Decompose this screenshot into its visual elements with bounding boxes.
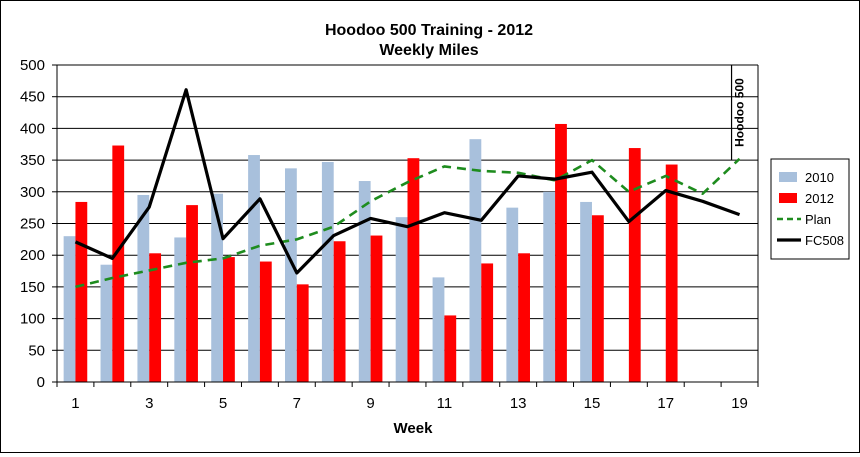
- x-tick-label: 13: [510, 395, 527, 412]
- legend-label-2010: 2010: [805, 170, 834, 185]
- bar-2010-week-14: [543, 191, 556, 382]
- bar-2010-week-2: [100, 264, 113, 382]
- x-tick-label: 9: [366, 395, 374, 412]
- bar-2010-week-5: [211, 193, 224, 382]
- bar-2012-week-11: [444, 315, 457, 382]
- bar-2010-week-13: [506, 207, 519, 382]
- bar-2010-week-9: [358, 181, 371, 382]
- bar-2010-week-6: [248, 155, 260, 382]
- y-tick-label: 200: [20, 247, 45, 264]
- bar-2010-week-11: [432, 277, 445, 382]
- y-tick-label: 100: [20, 311, 45, 328]
- bar-2012-week-7: [296, 284, 309, 382]
- bar-2012-week-4: [186, 205, 198, 382]
- bar-2010-week-3: [137, 194, 150, 382]
- bars: [63, 123, 678, 382]
- y-tick-label: 250: [20, 216, 45, 233]
- x-tick-label: 19: [731, 395, 748, 412]
- y-tick-label: 150: [20, 279, 45, 296]
- bar-2012-week-1: [75, 201, 88, 382]
- bar-2012-week-9: [370, 235, 383, 382]
- annotation-label: Hoodoo 500: [733, 78, 747, 147]
- bar-2012-week-2: [112, 145, 125, 382]
- chart-subtitle: Weekly Miles: [379, 42, 478, 59]
- bar-2012-week-3: [149, 253, 162, 382]
- x-tick-label: 15: [584, 395, 601, 412]
- bar-2012-week-5: [223, 257, 235, 382]
- legend-label-2012: 2012: [805, 191, 834, 206]
- line-series-Plan: [75, 157, 741, 289]
- bar-2012-week-15: [591, 215, 604, 382]
- chart-title: Hoodoo 500 Training - 2012: [325, 22, 533, 39]
- legend-swatch-2012: [779, 193, 797, 203]
- bar-2010-week-10: [395, 217, 408, 382]
- x-axis-title: Week: [394, 420, 434, 437]
- y-tick-label: 500: [20, 57, 45, 74]
- bar-2012-week-10: [407, 158, 420, 382]
- bar-2012-week-6: [259, 261, 272, 382]
- annotation: Hoodoo 500: [730, 65, 747, 161]
- x-tick-label: 1: [71, 395, 79, 412]
- x-tick-label: 17: [657, 395, 674, 412]
- y-tick-label: 450: [20, 89, 45, 106]
- legend-label-Plan: Plan: [805, 212, 831, 227]
- bar-2010-week-7: [285, 168, 297, 382]
- line-series-FC508: [74, 88, 741, 275]
- x-tick-label: 7: [293, 395, 301, 412]
- legend-swatch-2010: [779, 172, 797, 182]
- y-tick-label: 300: [20, 184, 45, 201]
- legend-label-FC508: FC508: [805, 233, 844, 248]
- x-tick-label: 3: [145, 395, 153, 412]
- y-tick-label: 0: [37, 374, 45, 391]
- bar-2010-week-15: [580, 201, 592, 382]
- legend[interactable]: 2010 2012 Plan FC508: [770, 158, 850, 260]
- bar-2010-week-1: [63, 236, 76, 382]
- lines: [74, 88, 741, 289]
- bar-2010-week-8: [321, 162, 334, 382]
- bar-2012-week-13: [518, 253, 530, 382]
- y-tick-label: 400: [20, 120, 45, 137]
- y-tick-label: 50: [28, 342, 45, 359]
- x-tick-label: 11: [437, 395, 453, 412]
- bar-2010-week-12: [469, 139, 482, 382]
- bar-2010-week-4: [174, 237, 187, 382]
- bar-2012-week-12: [481, 263, 494, 382]
- bar-2012-week-14: [555, 123, 567, 382]
- bar-2012-week-8: [333, 241, 346, 382]
- x-tick-label: 5: [219, 395, 227, 412]
- bar-2012-week-16: [628, 148, 641, 382]
- y-tick-label: 350: [20, 152, 45, 169]
- bar-2012-week-17: [665, 164, 678, 382]
